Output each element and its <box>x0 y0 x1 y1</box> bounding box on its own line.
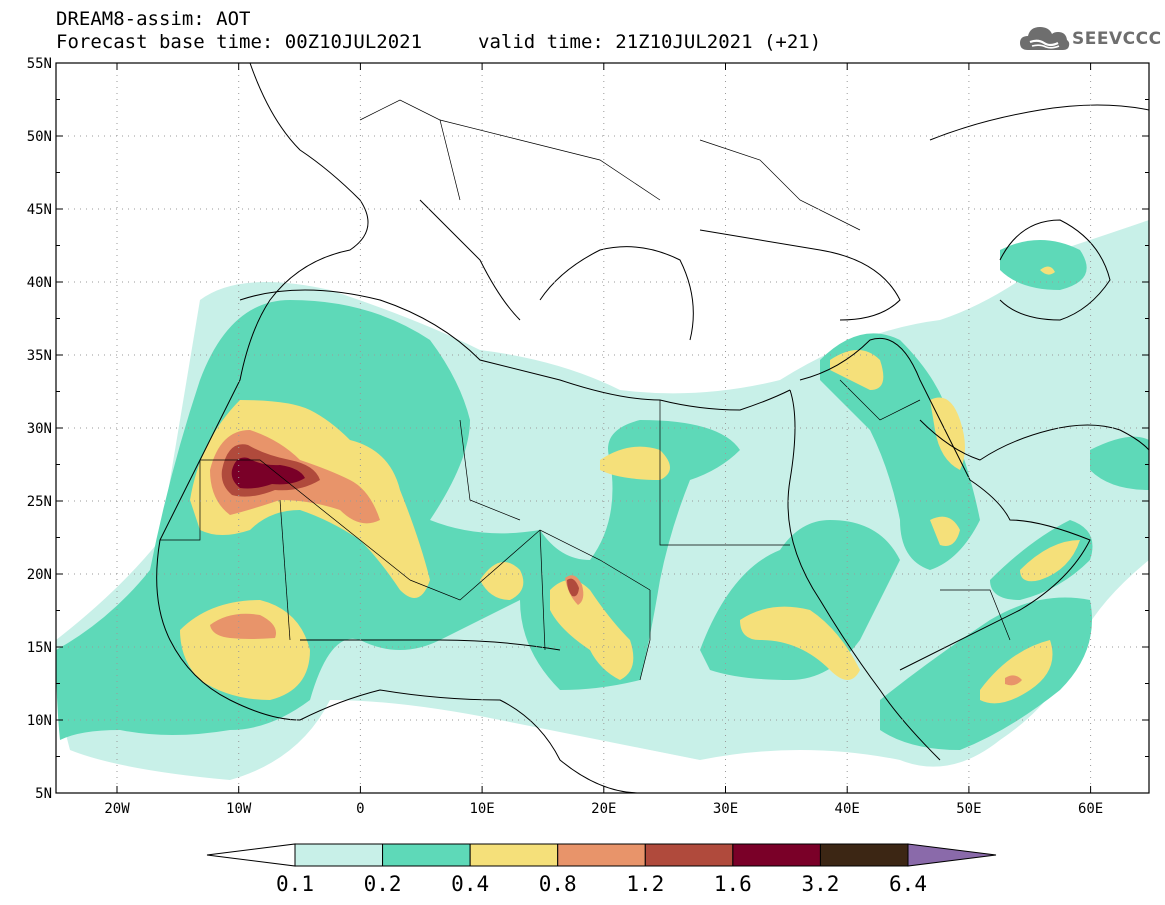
lat-label: 45N <box>27 202 52 218</box>
lat-label: 10N <box>27 713 52 729</box>
lat-label: 55N <box>27 56 52 72</box>
country-borders <box>160 99 1011 681</box>
lat-label: 20N <box>27 567 52 583</box>
lon-label: 40E <box>835 801 860 817</box>
lon-label: 50E <box>956 801 981 817</box>
aot-field <box>56 220 1149 780</box>
lon-label: 20E <box>591 801 616 817</box>
lat-label: 15N <box>27 640 52 656</box>
lon-label: 30E <box>713 801 738 817</box>
lat-label: 40N <box>27 275 52 291</box>
lat-label: 35N <box>27 348 52 364</box>
lon-label: 60E <box>1078 801 1103 817</box>
lon-label: 10E <box>469 801 494 817</box>
longitude-labels: 20W 10W 0 10E 20E 30E 40E 50E 60E <box>104 801 1103 817</box>
aot-band-1.6 <box>231 457 305 489</box>
coastlines <box>156 63 1149 793</box>
lat-label: 50N <box>27 129 52 145</box>
seevccc-logo: SEEVCCC <box>1018 22 1161 56</box>
grid-lines <box>56 63 1149 793</box>
lat-label: 30N <box>27 421 52 437</box>
base-time: Forecast base time: 00Z10JUL2021 <box>56 31 423 53</box>
forecast-time-line: Forecast base time: 00Z10JUL2021 valid ti… <box>56 31 821 53</box>
lat-label: 25N <box>27 494 52 510</box>
axis-ticks <box>56 62 1149 794</box>
lat-label: 5N <box>35 786 52 802</box>
map-title: DREAM8-assim: AOT <box>56 8 251 30</box>
valid-time: valid time: 21Z10JUL2021 (+21) <box>478 31 822 53</box>
lon-label: 10W <box>226 801 252 817</box>
lon-label: 20W <box>104 801 130 817</box>
logo-text: SEEVCCC <box>1072 29 1162 49</box>
latitude-labels: 55N 50N 45N 40N 35N 30N 25N 20N 15N 10N 5N <box>27 56 52 802</box>
cloud-icon <box>1020 27 1070 50</box>
lon-label: 0 <box>356 801 364 817</box>
